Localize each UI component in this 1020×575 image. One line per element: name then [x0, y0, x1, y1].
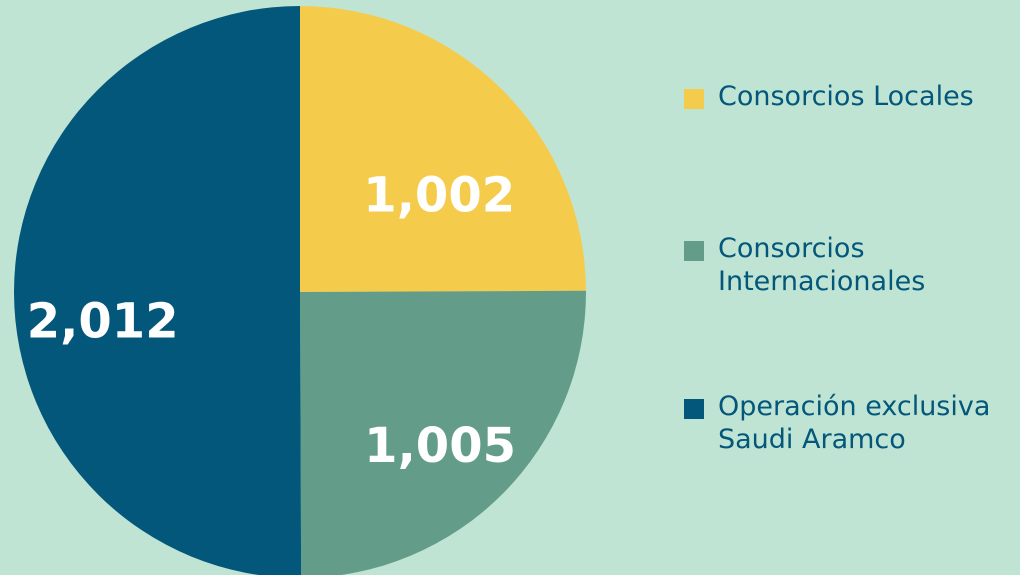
- legend-swatch: [684, 399, 704, 419]
- pie-slice: [14, 6, 302, 575]
- data-label: 1,005: [364, 418, 516, 474]
- legend-item: Operación exclusiva Saudi Aramco: [684, 390, 1008, 456]
- legend-label: Operación exclusiva Saudi Aramco: [718, 391, 991, 455]
- legend-swatch: [684, 89, 704, 109]
- pie-slice: [300, 6, 586, 292]
- legend-swatch: [684, 241, 704, 261]
- chart: 1,002 1,005 2,012: [14, 6, 586, 575]
- legend-label: Consorcios Locales: [718, 81, 974, 112]
- pie-slice: [300, 290, 586, 575]
- legend-item: Consorcios Internacionales: [684, 232, 1008, 298]
- data-label: 2,012: [27, 293, 179, 349]
- legend-item: Consorcios Locales: [684, 80, 1008, 113]
- legend-label: Consorcios Internacionales: [718, 233, 926, 297]
- data-label: 1,002: [363, 167, 515, 223]
